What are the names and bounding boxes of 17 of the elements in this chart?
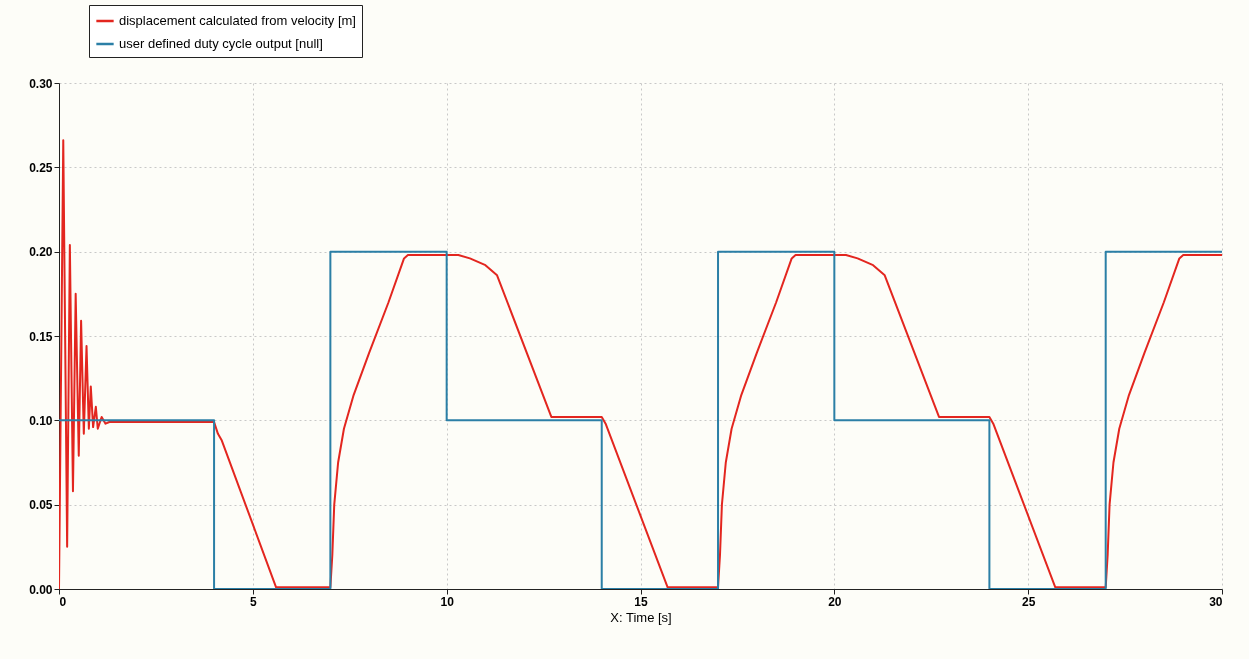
y-tick-label: 0.25	[29, 160, 53, 175]
x-tick-label: 25	[1021, 594, 1036, 609]
x-axis-title: X: Time [s]	[610, 609, 672, 625]
x-tick-label: 20	[828, 594, 842, 609]
legend-label: user defined duty cycle output [null]	[119, 36, 323, 51]
x-tick-label: 30	[1209, 594, 1223, 609]
y-tick-label: 0.05	[29, 498, 53, 513]
x-tick-label: 15	[634, 594, 648, 609]
legend-label: displacement calculated from velocity [m]	[119, 13, 356, 28]
y-tick-label: 0.20	[29, 245, 53, 260]
y-tick-label: 0.10	[29, 413, 53, 428]
y-tick-label: 0.00	[29, 582, 53, 597]
x-tick-label: 5	[249, 594, 257, 609]
x-tick-label: 10	[440, 594, 455, 609]
x-tick-label: 0	[59, 594, 67, 609]
y-tick-label: 0.30	[29, 76, 53, 91]
y-tick-label: 0.15	[29, 329, 53, 344]
